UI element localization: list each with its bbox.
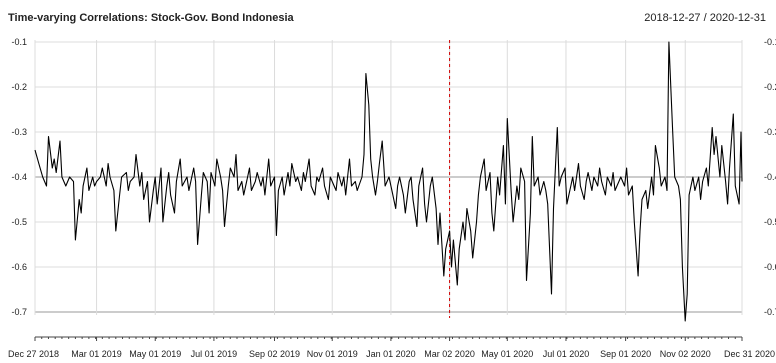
y-tick-label-right: -0.1	[764, 37, 776, 47]
y-tick-label-right: -0.7	[764, 307, 776, 317]
y-axis-left-ticks: -0.1 -0.2 -0.3 -0.4 -0.5 -0.6 -0.7	[11, 37, 27, 317]
y-tick-label-right: -0.5	[764, 217, 776, 227]
y-tick-label: -0.7	[11, 307, 27, 317]
y-tick-label: -0.5	[11, 217, 27, 227]
y-tick-label: -0.2	[11, 82, 27, 92]
x-tick-label: Nov 02 2020	[660, 349, 711, 359]
y-tick-label: -0.4	[11, 172, 27, 182]
y-tick-label-right: -0.2	[764, 82, 776, 92]
x-tick-label: Jan 01 2020	[366, 349, 416, 359]
x-tick-label: Sep 02 2019	[249, 349, 300, 359]
y-tick-label-right: -0.6	[764, 262, 776, 272]
x-tick-label: May 01 2020	[481, 349, 533, 359]
x-tick-label: Jul 01 2020	[543, 349, 590, 359]
x-tick-label: Nov 01 2019	[307, 349, 358, 359]
x-tick-label: Mar 02 2020	[424, 349, 475, 359]
y-tick-label-right: -0.4	[764, 172, 776, 182]
y-tick-label: -0.1	[11, 37, 27, 47]
x-tick-label: Dec 27 2018	[8, 349, 59, 359]
x-tick-label: Jul 01 2019	[191, 349, 238, 359]
x-tick-label: Mar 01 2019	[71, 349, 122, 359]
chart-title: Time-varying Correlations: Stock-Gov. Bo…	[8, 12, 295, 24]
date-range-label: 2018-12-27 / 2020-12-31	[644, 12, 766, 24]
x-tick-label: Dec 31 2020	[724, 349, 775, 359]
y-tick-label-right: -0.3	[764, 127, 776, 137]
y-axis-right-ticks: -0.1 -0.2 -0.3 -0.4 -0.5 -0.6 -0.7	[764, 37, 776, 317]
x-tick-label: Sep 01 2020	[600, 349, 651, 359]
x-axis-ticks: Dec 27 2018 Mar 01 2019 May 01 2019 Jul 01 …	[8, 337, 775, 359]
correlation-series-line	[34, 41, 743, 322]
y-tick-label: -0.6	[11, 262, 27, 272]
x-tick-label: May 01 2019	[129, 349, 181, 359]
y-tick-label: -0.3	[11, 127, 27, 137]
